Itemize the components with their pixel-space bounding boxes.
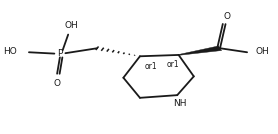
Text: or1: or1 bbox=[166, 60, 179, 70]
Text: OH: OH bbox=[65, 21, 79, 30]
Text: O: O bbox=[224, 12, 230, 21]
Text: or1: or1 bbox=[145, 62, 158, 71]
Text: OH: OH bbox=[256, 47, 270, 56]
Text: P: P bbox=[57, 49, 63, 58]
Text: HO: HO bbox=[3, 47, 17, 56]
Text: NH: NH bbox=[173, 99, 187, 108]
Polygon shape bbox=[178, 46, 222, 55]
Text: O: O bbox=[54, 79, 61, 88]
